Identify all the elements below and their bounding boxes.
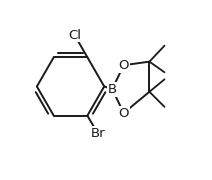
Text: O: O [119,59,129,72]
Text: Br: Br [90,127,105,140]
Text: Cl: Cl [68,29,81,42]
Text: B: B [108,83,117,96]
Text: O: O [119,107,129,120]
